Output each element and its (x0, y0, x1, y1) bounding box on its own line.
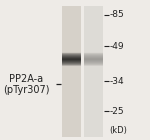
Text: -25: -25 (110, 107, 124, 116)
Text: (kD): (kD) (110, 126, 127, 135)
Text: PP2A-a
(pTyr307): PP2A-a (pTyr307) (3, 74, 50, 95)
Text: -34: -34 (110, 77, 124, 86)
Text: -49: -49 (110, 42, 124, 51)
Text: -85: -85 (110, 10, 124, 19)
